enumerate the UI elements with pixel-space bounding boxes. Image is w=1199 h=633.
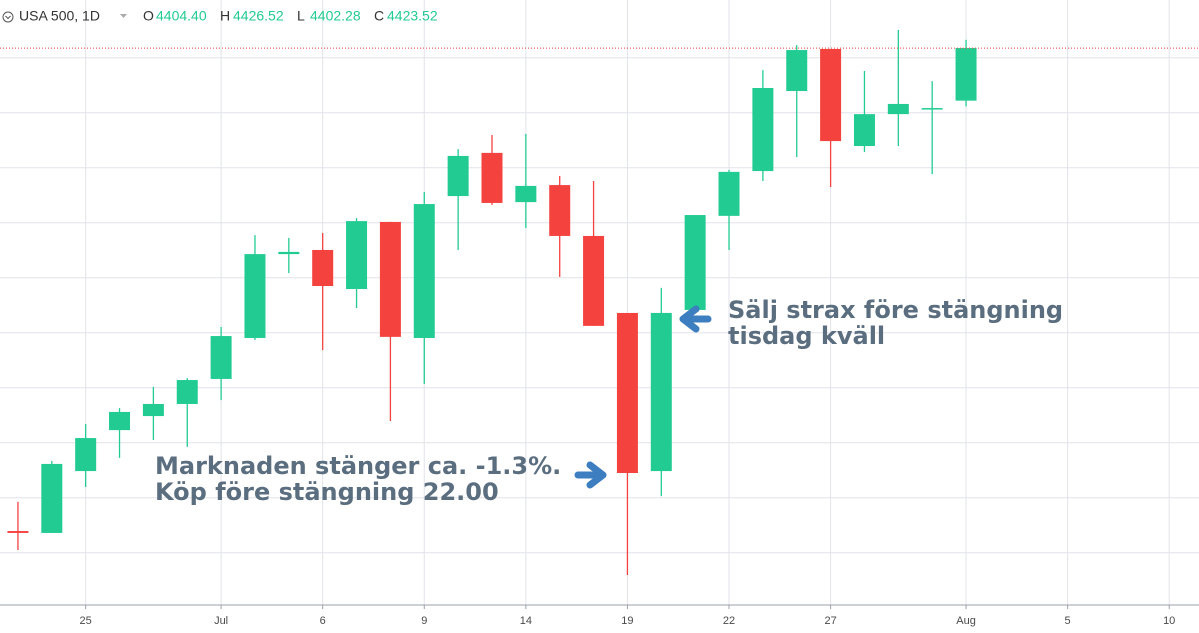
x-tick-label: 14	[520, 615, 532, 627]
candle-body	[41, 463, 63, 533]
ohlc: O 4404.40 H 4426.52 L 4402.28 C 4423.52	[143, 8, 438, 24]
candle-body	[549, 185, 571, 236]
candle-body	[955, 48, 977, 101]
dropdown-caret[interactable]	[120, 14, 127, 18]
arrow-right	[574, 461, 607, 489]
candle-body	[109, 411, 131, 431]
x-tick-label: 22	[723, 615, 735, 627]
candle-body	[616, 312, 638, 473]
collapse-icon[interactable]	[2, 11, 14, 23]
candle-body	[312, 249, 334, 286]
candle-body	[244, 254, 266, 338]
candle-body	[786, 50, 808, 92]
candle-body	[210, 336, 232, 379]
annotation: Sälj strax före stängning	[728, 296, 1063, 324]
candle-body	[278, 251, 300, 255]
candle-body	[447, 155, 469, 197]
x-tick-label: 27	[824, 615, 836, 627]
ohlc-value: 4402.28	[310, 8, 361, 24]
candle-body	[853, 114, 875, 147]
x-tick-label: 10	[1163, 615, 1175, 627]
x-tick-label: 25	[80, 615, 92, 627]
candle-body	[583, 235, 605, 326]
ohlc-value: 4426.52	[233, 8, 284, 24]
x-tick-label: Jul	[214, 615, 228, 627]
ohlc-key: L	[297, 8, 305, 24]
candle-body	[684, 215, 706, 310]
x-tick-label: 9	[421, 615, 427, 627]
candle-body	[142, 403, 164, 417]
candle-body	[346, 221, 368, 290]
ohlc-value: 4423.52	[387, 8, 438, 24]
x-tick-label: 19	[621, 615, 633, 627]
candle-body	[515, 185, 537, 203]
candle-body	[921, 108, 943, 110]
x-tick-label: Aug	[956, 615, 976, 627]
x-tick-label: 5	[1065, 615, 1071, 627]
candle-body	[718, 171, 740, 216]
candle-body	[7, 531, 29, 533]
ohlc-key: O	[143, 8, 154, 24]
collapse-icon-caret	[5, 15, 11, 20]
ohlc-value: 4404.40	[156, 8, 207, 24]
candle-body	[176, 380, 198, 404]
candle-body	[413, 204, 435, 338]
candle-body	[650, 312, 672, 472]
candle-body	[752, 88, 774, 172]
x-tick-label: 6	[320, 615, 326, 627]
arrow-left	[679, 305, 712, 333]
candle-body	[887, 103, 909, 115]
candle-body	[481, 152, 503, 203]
ohlc-key: C	[374, 8, 384, 24]
ohlc-key: H	[220, 8, 230, 24]
annotation: Köp före stängning 22.00	[155, 478, 499, 506]
symbol[interactable]: USA 500, 1D	[19, 8, 100, 24]
candle-body	[75, 438, 97, 472]
annotation: Marknaden stänger ca. -1.3%.	[155, 452, 561, 480]
candle-body	[820, 48, 842, 142]
plot	[0, 29, 1199, 576]
annotation: tisdag kväll	[728, 322, 885, 350]
candle-body	[379, 221, 401, 337]
